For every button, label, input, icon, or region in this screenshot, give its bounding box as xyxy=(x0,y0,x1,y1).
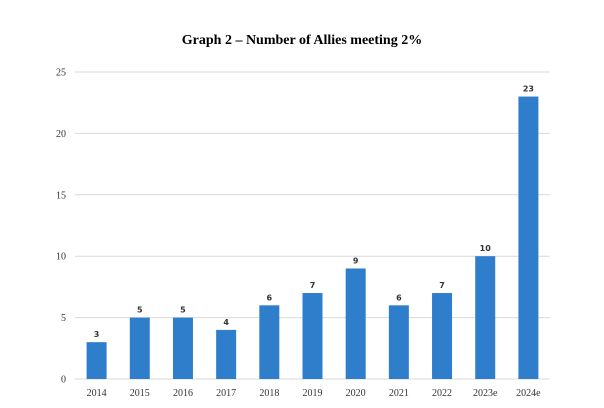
x-tick-label: 2014 xyxy=(87,388,107,399)
data-label-2018: 6 xyxy=(267,293,273,302)
x-tick-label: 2018 xyxy=(259,388,279,399)
y-tick-label: 15 xyxy=(56,190,66,201)
bar-2016 xyxy=(172,317,193,379)
data-label-2020: 9 xyxy=(353,256,359,265)
x-tick-label: 2015 xyxy=(130,388,150,399)
bars xyxy=(86,96,539,379)
bar-2022 xyxy=(432,293,453,379)
bar-2014 xyxy=(86,342,107,379)
y-tick-label: 10 xyxy=(56,252,66,263)
data-label-2024e: 23 xyxy=(523,85,534,94)
x-tick-label: 2022 xyxy=(432,388,452,399)
data-labels: 3 5 5 4 6 7 9 6 7 10 23 xyxy=(94,85,534,340)
bar-2018 xyxy=(259,305,280,379)
x-tick-label: 2017 xyxy=(216,388,236,399)
data-label-2017: 4 xyxy=(223,318,229,327)
bar-2021 xyxy=(388,305,409,379)
y-axis-ticks: 0 5 10 15 20 25 xyxy=(56,68,66,386)
bar-2015 xyxy=(129,317,150,379)
y-tick-label: 25 xyxy=(56,68,66,79)
x-tick-label: 2021 xyxy=(389,388,409,399)
x-tick-label: 2016 xyxy=(173,388,193,399)
chart-title: Graph 2 – Number of Allies meeting 2% xyxy=(181,33,423,48)
data-label-2021: 6 xyxy=(396,293,402,302)
data-label-2014: 3 xyxy=(94,330,100,339)
x-tick-label: 2024e xyxy=(516,388,541,399)
x-tick-label: 2020 xyxy=(346,388,366,399)
bar-2024e xyxy=(518,96,539,379)
data-label-2015: 5 xyxy=(137,306,143,315)
y-tick-label: 20 xyxy=(56,129,66,140)
x-axis-ticks: 2014 2015 2016 2017 2018 2019 2020 2021 2022 2023… xyxy=(87,388,542,399)
y-tick-label: 5 xyxy=(61,313,66,324)
y-tick-label: 0 xyxy=(61,375,66,386)
data-label-2019: 7 xyxy=(310,281,316,290)
bar-2020 xyxy=(345,268,366,379)
data-label-2023e: 10 xyxy=(480,244,492,253)
data-label-2022: 7 xyxy=(439,281,445,290)
bar-2023e xyxy=(475,256,496,379)
bar-2019 xyxy=(302,293,323,379)
data-label-2016: 5 xyxy=(180,306,186,315)
x-tick-label: 2019 xyxy=(303,388,323,399)
bar-2017 xyxy=(216,329,237,379)
x-tick-label: 2023e xyxy=(473,388,498,399)
